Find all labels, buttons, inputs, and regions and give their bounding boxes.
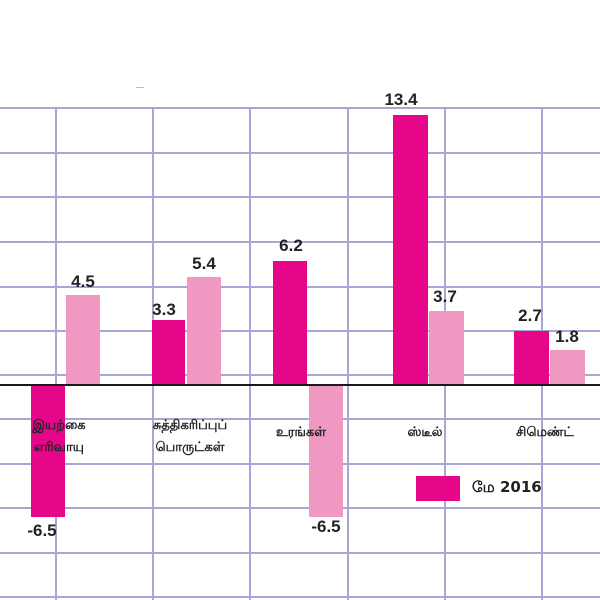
value-label: 2.7	[518, 306, 542, 325]
bar-refinery-prev	[187, 277, 221, 385]
gridline	[347, 108, 349, 600]
legend-swatch-may2016	[416, 476, 460, 501]
value-label: 6.2	[279, 236, 303, 255]
value-label: 4.5	[71, 272, 95, 291]
value-label: 13.4	[384, 90, 418, 109]
bar-refinery-may2016	[152, 320, 185, 385]
x-axis	[0, 384, 600, 386]
gridline	[0, 152, 600, 154]
value-label: 1.8	[555, 327, 579, 346]
category-label-refinery-products: சுத்திகரிப்புப் பொருட்கள்	[135, 415, 245, 459]
category-label-fertilizers: உரங்கள்	[276, 425, 326, 440]
category-label-natural-gas: இயற்கை எரிவாயு	[14, 415, 104, 459]
gridline	[0, 196, 600, 198]
category-label-steel: ஸ்டீல்	[407, 425, 443, 440]
gridline	[0, 463, 600, 465]
category-label-line: சுத்திகரிப்புப்	[152, 418, 228, 433]
value-label: -6.5	[27, 521, 57, 540]
category-label-line: பொருட்கள்	[155, 440, 225, 455]
gridline	[55, 108, 57, 600]
category-label-line: எரிவாயு	[34, 440, 84, 455]
category-label-cement: சிமெண்ட்	[516, 425, 574, 440]
value-label: 3.7	[433, 287, 457, 306]
gridline	[0, 507, 600, 509]
gridline	[0, 241, 600, 243]
gridline	[0, 107, 600, 109]
bar-steel-prev	[429, 311, 464, 385]
bar-natural-gas-may2016	[31, 385, 65, 517]
value-label: 3.3	[152, 300, 176, 319]
bar-steel-may2016	[393, 115, 428, 385]
category-label-line: இயற்கை	[32, 418, 86, 433]
gridline	[0, 418, 600, 420]
bar-cement-prev	[550, 350, 585, 385]
gridline	[0, 552, 600, 554]
bar-cement-may2016	[514, 331, 549, 385]
gridline	[0, 596, 600, 598]
gridline	[249, 108, 251, 600]
bar-fertilizer-may2016	[273, 261, 307, 385]
bar-natural-gas-prev	[66, 295, 100, 385]
bar-fertilizer-prev	[309, 385, 343, 517]
value-label: 5.4	[192, 254, 216, 273]
stray-mark	[136, 87, 144, 88]
legend-label-may2016: மே 2016	[472, 478, 542, 496]
value-label: -6.5	[311, 517, 341, 536]
